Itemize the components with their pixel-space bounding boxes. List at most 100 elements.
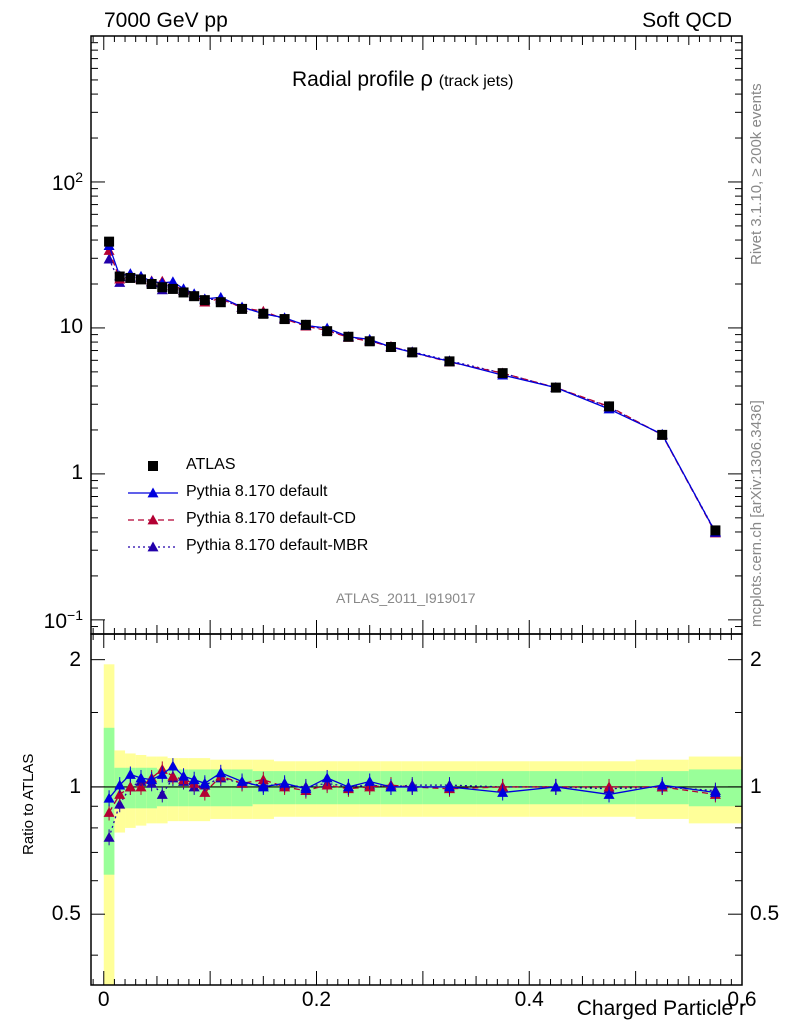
data-point-atlas — [104, 236, 115, 247]
data-point-atlas — [322, 326, 333, 337]
data-point-ratio — [178, 770, 190, 781]
data-point-atlas — [189, 291, 200, 302]
data-point-main — [167, 276, 179, 287]
data-point-atlas — [385, 342, 396, 353]
data-point-atlas — [343, 331, 354, 342]
main-y-tick-label: 10−1 — [44, 607, 83, 634]
data-point-atlas — [146, 278, 157, 289]
x-axis-label: Charged Particle r — [576, 997, 746, 1020]
series-atlas — [104, 236, 721, 536]
data-point-ratio — [114, 798, 126, 809]
header-right-label: Soft QCD — [642, 9, 732, 32]
x-tick-label: 0.2 — [301, 988, 332, 1011]
data-point-ratio — [321, 772, 333, 783]
side-label-mcplots: mcplots.cern.ch [arXiv:1306.3436] — [748, 400, 765, 627]
side-label-rivet: Rivet 3.1.10, ≥ 200k events — [748, 83, 765, 265]
data-point-ratio — [135, 781, 147, 792]
ratio-frame — [90, 633, 743, 986]
plot-title-symbol: ρ — [420, 66, 433, 91]
data-point-ratio — [146, 774, 158, 785]
data-point-atlas — [167, 283, 178, 294]
tick-base: 10 — [43, 609, 68, 633]
data-point-ratio — [236, 775, 248, 786]
data-point-ratio — [603, 788, 615, 799]
data-point-ratio — [114, 788, 126, 799]
legend-entry-label: Pythia 8.170 default-MBR — [186, 537, 369, 554]
data-point-ratio — [550, 781, 562, 792]
legend-entry-label: ATLAS — [186, 456, 236, 473]
x-tick-label: 0.6 — [727, 988, 757, 1011]
data-point-atlas — [258, 308, 269, 319]
ratio-y-tick-label-right: 0.5 — [750, 902, 780, 926]
data-point-atlas — [657, 429, 668, 440]
tick-exponent: 2 — [75, 168, 83, 185]
data-point-ratio — [709, 787, 721, 797]
ratio-y-tick-label-left: 2 — [69, 647, 81, 671]
data-point-ratio — [443, 781, 455, 792]
data-point-atlas — [710, 525, 721, 536]
data-point-ratio — [199, 777, 211, 788]
main-y-tick-label: 10 — [60, 315, 83, 339]
data-point-ratio — [364, 775, 376, 786]
ratio-uncertainty-bands — [103, 664, 742, 985]
ratio-y-axis-label: Ratio to ATLAS — [20, 753, 37, 855]
data-point-ratio — [124, 769, 136, 779]
data-point-ratio — [406, 781, 418, 792]
data-point-ratio — [300, 783, 312, 794]
data-point-atlas — [135, 274, 146, 285]
data-point-ratio — [167, 770, 179, 781]
ratio-y-tick-label-left: 1 — [69, 774, 81, 798]
data-point-atlas — [604, 401, 615, 412]
analysis-label: ATLAS_2011_I919017 — [336, 590, 476, 606]
data-point-atlas — [178, 287, 189, 298]
tick-base: 1 — [71, 460, 83, 484]
data-point-ratio — [103, 831, 115, 842]
data-point-atlas — [300, 319, 311, 330]
axis-ticks — [91, 35, 743, 985]
data-point-ratio — [156, 788, 168, 799]
data-point-ratio — [156, 769, 168, 779]
legend-marker — [148, 461, 158, 471]
tick-base: 10 — [59, 314, 83, 338]
data-point-ratio — [135, 772, 147, 783]
legend-entry-label: Pythia 8.170 default-CD — [186, 510, 356, 527]
data-point-atlas — [279, 314, 290, 325]
legend-marker — [147, 487, 159, 498]
data-point-ratio — [167, 760, 179, 771]
plot-title-text: Radial profile — [292, 68, 415, 91]
ratio-y-tick-label-right: 2 — [750, 647, 762, 671]
data-point-ratio — [199, 787, 211, 797]
data-point-atlas — [215, 297, 226, 308]
data-point-main — [103, 253, 115, 264]
x-tick-label: 0.4 — [514, 988, 544, 1011]
main-y-tick-label: 102 — [52, 169, 83, 196]
data-point-atlas — [125, 272, 136, 283]
data-point-ratio — [114, 779, 126, 790]
ratio-y-tick-label-right: 1 — [750, 774, 762, 798]
ratio-y-tick-label-left: 0.5 — [51, 902, 81, 926]
plot-title: Radial profile ρ (track jets) — [292, 66, 513, 92]
data-point-ratio — [656, 779, 668, 790]
series-2 — [103, 244, 721, 821]
data-point-ratio — [279, 777, 291, 788]
tick-exponent: −1 — [67, 606, 83, 623]
data-point-ratio — [124, 781, 136, 792]
data-point-ratio — [103, 806, 115, 817]
data-point-ratio — [342, 781, 354, 792]
legend-marker — [147, 514, 159, 525]
band-inner-bin — [210, 769, 232, 807]
legend-entry-label: Pythia 8.170 default — [186, 483, 328, 500]
data-point-atlas — [444, 356, 455, 367]
data-point-ratio — [103, 792, 115, 803]
x-tick-label: 0 — [97, 988, 110, 1011]
data-point-atlas — [114, 271, 125, 282]
plot-title-suffix: (track jets) — [438, 73, 514, 90]
data-point-ratio — [603, 781, 615, 792]
data-point-ratio — [215, 767, 227, 778]
legend-marker — [147, 541, 159, 552]
data-point-ratio — [257, 781, 269, 792]
data-point-atlas — [497, 368, 508, 379]
tick-base: 10 — [51, 171, 76, 195]
